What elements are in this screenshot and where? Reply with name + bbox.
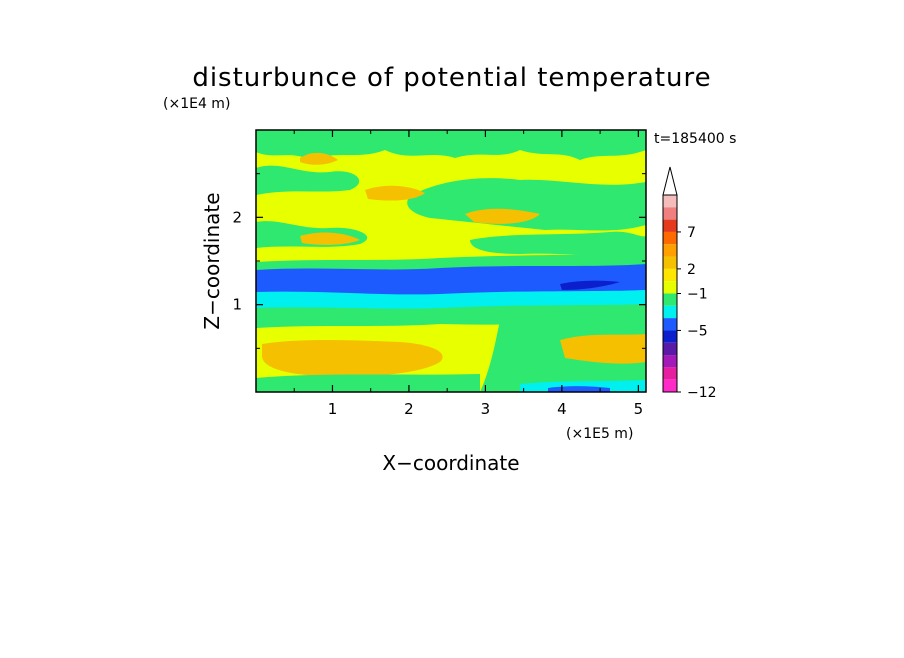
colorbar-swatch [663, 256, 677, 269]
green-strip-bottom [256, 374, 480, 392]
x-unit-label: (×1E5 m) [566, 426, 633, 442]
y-axis-ticks: 12 [232, 173, 646, 349]
heatmap-field [256, 130, 646, 392]
x-tick-label: 1 [328, 400, 338, 418]
colorbar-swatch [663, 379, 677, 392]
colorbar-swatch [663, 367, 677, 380]
colorbar-swatch [663, 293, 677, 306]
colorbar-swatch [663, 330, 677, 343]
blue-band [256, 264, 646, 296]
y-axis-label: Z−coordinate [200, 192, 224, 329]
colorbar-swatch [663, 244, 677, 257]
green-region-top [256, 130, 646, 160]
colorbar-swatch [663, 355, 677, 368]
x-tick-label: 3 [481, 400, 491, 418]
colorbar-extend-arrow [662, 166, 678, 196]
colorbar-swatch [663, 268, 677, 282]
green-region-upper-1 [256, 165, 360, 195]
chart-title: disturbunce of potential temperature [192, 63, 711, 93]
green-region-upper-4 [470, 231, 646, 257]
x-axis-label: X−coordinate [382, 451, 519, 475]
x-tick-label: 2 [404, 400, 414, 418]
colorbar-label: 2 [687, 262, 696, 278]
colorbar-label: −12 [687, 385, 717, 401]
x-tick-label: 5 [634, 400, 644, 418]
orange-region-upper-4 [300, 152, 338, 165]
y-tick-label: 1 [232, 296, 242, 314]
orange-region-lower-right [560, 334, 646, 364]
orange-region-upper-2 [465, 208, 540, 224]
x-axis-ticks: 1 2 3 4 5 [293, 130, 644, 418]
colorbar-swatch [663, 219, 677, 232]
time-label: t=185400 s [654, 131, 736, 147]
y-unit-label: (×1E4 m) [163, 96, 230, 112]
green-region-upper-2 [407, 178, 646, 231]
colorbar-swatch [663, 195, 677, 208]
colorbar-swatch [663, 281, 677, 294]
green-region-lower-right [480, 312, 646, 392]
colorbar-swatch [663, 207, 677, 220]
x-tick-label: 4 [557, 400, 567, 418]
y-tick-label: 2 [232, 208, 242, 226]
colorbar-swatch [663, 342, 677, 356]
dark-blue-streak [560, 280, 620, 290]
colorbar-label: −5 [687, 323, 708, 339]
colorbar-label: 7 [687, 225, 696, 241]
colorbar-swatch [663, 231, 677, 245]
orange-region-lower-large [262, 340, 443, 377]
orange-region-upper-1 [365, 185, 425, 201]
colorbar-label: −1 [687, 287, 708, 303]
colorbar: 7 2 −1 −5 −12 [662, 166, 717, 401]
colorbar-swatch [663, 305, 677, 319]
colorbar-swatch [663, 318, 677, 331]
cyan-band [256, 290, 646, 310]
orange-region-upper-3 [300, 232, 360, 245]
blue-strip-bottom [548, 386, 610, 392]
